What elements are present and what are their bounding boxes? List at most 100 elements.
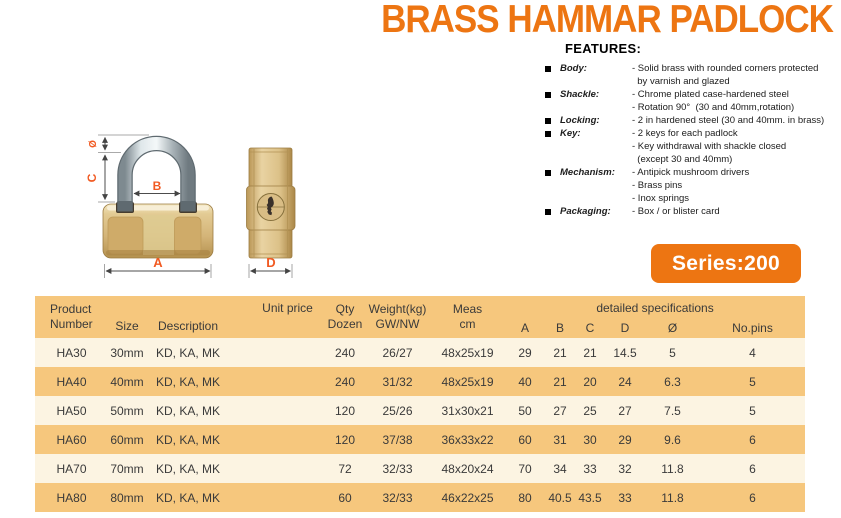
- col-header-B: B: [545, 318, 575, 338]
- table-cell: 7.5: [664, 403, 681, 418]
- feature-line: - Solid brass with rounded corners prote…: [632, 63, 819, 74]
- table-cell: 30mm: [110, 345, 144, 360]
- bullet-square-icon: [545, 66, 551, 72]
- feature-label: Locking:: [560, 115, 600, 126]
- table-cell: 72: [338, 461, 352, 476]
- dim-label-body-depth: D: [266, 255, 275, 270]
- table-cell: 60: [518, 432, 532, 447]
- table-cell: 33: [618, 490, 632, 505]
- bullet-square-icon: [545, 92, 551, 98]
- table-cell: 120: [334, 403, 356, 418]
- dim-label-shackle-diameter: Ø: [88, 140, 99, 148]
- table-cell: 31: [553, 432, 567, 447]
- feature-line: - Box / or blister card: [632, 206, 720, 217]
- col-header-product-line2: Number: [50, 317, 93, 331]
- col-header-weight-line2: GW/NW: [375, 317, 420, 331]
- table-cell: [250, 338, 325, 367]
- feature-item: Mechanism: - Antipick mushroom drivers - B…: [543, 166, 841, 205]
- table-cell: 29: [518, 345, 532, 360]
- feature-line: - Key withdrawal with shackle closed: [632, 141, 787, 152]
- feature-lines: - Box / or blister card: [632, 205, 841, 218]
- col-header-meas-line2: cm: [459, 317, 476, 331]
- table-cell: 6: [749, 432, 756, 447]
- table-cell: 43.5: [578, 490, 602, 505]
- col-header-meas-line1: Meas: [452, 302, 483, 316]
- table-cell: 48x25x19: [441, 374, 494, 389]
- bullet-square-icon: [545, 131, 551, 137]
- table-cell: KD, KA, MK: [156, 403, 221, 418]
- feature-label: Packaging:: [560, 206, 611, 217]
- feature-item: Body: - Solid brass with rounded corners …: [543, 62, 841, 88]
- table-cell: 25: [583, 403, 597, 418]
- table-cell: 31/32: [382, 374, 413, 389]
- table-cell: 5: [749, 403, 756, 418]
- table-cell: 30: [583, 432, 597, 447]
- table-cell: 32/33: [382, 490, 413, 505]
- dimension-lines: [98, 134, 293, 278]
- table-row: HA70 70mm KD, KA, MK 72 32/33 48x20x24 70 34 33 3…: [35, 454, 806, 483]
- feature-line: - 2 keys for each padlock: [632, 128, 738, 139]
- table-cell: 36x33x22: [441, 432, 494, 447]
- table-cell: 29: [618, 432, 632, 447]
- padlock-diagram: Ø C B A D: [85, 134, 296, 278]
- table-cell: HA40: [56, 374, 87, 389]
- table-cell: HA80: [56, 490, 87, 505]
- page-title: BRASS HAMMAR PADLOCK: [381, 0, 834, 41]
- col-header-D: D: [605, 318, 645, 338]
- col-header-product-number: Product Number: [35, 296, 108, 338]
- col-header-C: C: [575, 318, 605, 338]
- table-cell: 20: [583, 374, 597, 389]
- table-cell: HA50: [56, 403, 87, 418]
- table-cell: [250, 425, 325, 454]
- col-header-no-pins: No.pins: [700, 318, 806, 338]
- table-cell: 31x30x21: [441, 403, 494, 418]
- key-silhouette: [266, 196, 274, 216]
- col-header-size: Size: [108, 296, 146, 338]
- table-cell: 27: [618, 403, 632, 418]
- table-cell: 9.6: [664, 432, 681, 447]
- series-badge: Series:200: [651, 244, 801, 283]
- col-header-diameter: Ø: [645, 318, 700, 338]
- bullet-square-icon: [545, 209, 551, 215]
- feature-line: - 2 in hardened steel (30 and 40mm. in b…: [632, 115, 825, 126]
- table-cell: 240: [334, 345, 356, 360]
- col-header-description: Description: [146, 296, 250, 338]
- table-cell: [250, 396, 325, 425]
- dim-label-inner-width: B: [153, 179, 162, 193]
- table-cell: 60: [338, 490, 352, 505]
- table-cell: 32/33: [382, 461, 413, 476]
- table-row: HA30 30mm KD, KA, MK 240 26/27 48x25x19 29 21 21…: [35, 338, 806, 367]
- table-cell: 240: [334, 374, 356, 389]
- table-cell: 37/38: [382, 432, 413, 447]
- table-cell: 21: [553, 374, 567, 389]
- table-cell: 120: [334, 432, 356, 447]
- table-cell: 60mm: [110, 432, 144, 447]
- table-cell: HA30: [56, 345, 87, 360]
- feature-label: Mechanism:: [560, 167, 615, 178]
- col-header-meas: Meas cm: [430, 296, 505, 338]
- table-cell: KD, KA, MK: [156, 432, 221, 447]
- table-cell: 40: [518, 374, 532, 389]
- table-cell: 34: [553, 461, 567, 476]
- table-cell: 25/26: [382, 403, 413, 418]
- table-cell: 33: [583, 461, 597, 476]
- table-cell: 32: [618, 461, 632, 476]
- table-cell: 80: [518, 490, 532, 505]
- bullet-square-icon: [545, 118, 551, 124]
- table-cell: KD, KA, MK: [156, 461, 221, 476]
- table-cell: 80mm: [110, 490, 144, 505]
- col-header-weight-line1: Weight(kg): [368, 302, 427, 316]
- features-list: Body: - Solid brass with rounded corners …: [543, 62, 841, 218]
- table-cell: 14.5: [613, 345, 637, 360]
- features-heading: FEATURES:: [565, 41, 642, 56]
- features-section: FEATURES: Body: - Solid brass with rounde…: [543, 41, 841, 218]
- table-cell: 48x20x24: [441, 461, 494, 476]
- table-cell: 50mm: [110, 403, 144, 418]
- feature-item: Packaging: - Box / or blister card: [543, 205, 841, 218]
- table-row: HA80 80mm KD, KA, MK 60 32/33 46x22x25 80 40.5 4…: [35, 483, 806, 512]
- table-cell: 11.8: [661, 490, 684, 505]
- col-header-product-line1: Product: [50, 302, 92, 316]
- table-cell: HA60: [56, 432, 87, 447]
- table-cell: 46x22x25: [441, 490, 494, 505]
